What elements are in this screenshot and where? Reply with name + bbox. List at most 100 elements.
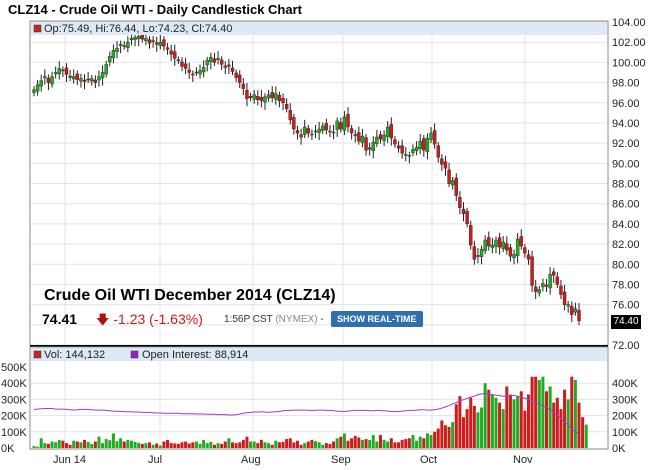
volume-y-axis-left: 500K 400K 300K 200K 100K 0K [1, 362, 27, 455]
volume-bar [397, 442, 401, 448]
volume-bar [133, 441, 137, 448]
candle-body [162, 39, 166, 47]
volume-bar [339, 436, 343, 448]
candle-body [400, 145, 404, 154]
volume-bar [462, 417, 466, 448]
candle-body [555, 276, 560, 285]
volume-bar [371, 435, 375, 448]
price-tick-label: 80.00 [612, 259, 640, 271]
volume-bar [83, 439, 87, 448]
volume-bar [285, 439, 289, 448]
volume-tick-label-right: 300K [612, 394, 638, 406]
candle-body [259, 96, 264, 101]
quote-separator: - [320, 314, 324, 325]
oi-legend-swatch [130, 350, 139, 359]
candle-body [450, 180, 455, 186]
candle-body [238, 74, 242, 83]
candle-body [274, 93, 278, 100]
candle-body [144, 37, 148, 41]
candle-body [299, 134, 303, 138]
volume-bar [490, 394, 494, 448]
candle-body [288, 110, 292, 121]
candle-body [100, 72, 105, 79]
candle-body [559, 285, 563, 295]
candle-body [465, 211, 469, 225]
candle-body [490, 244, 495, 248]
volume-bar [46, 443, 50, 448]
volume-bar [324, 443, 328, 448]
volume-bar [54, 442, 58, 448]
volume-bar [407, 438, 411, 448]
ohlc-legend-label: Op:75.49, Hi:76.44, Lo:74.23, Cl:74.40 [44, 23, 232, 35]
candle-body [248, 95, 253, 98]
candle-body [331, 131, 336, 134]
oi-legend-label: Open Interest: 88,914 [142, 349, 248, 361]
candle-body [573, 308, 578, 313]
candle-body [227, 64, 231, 67]
volume-bar [454, 404, 458, 448]
volume-bar [267, 443, 271, 448]
candle-body [50, 76, 54, 85]
candle-body [241, 83, 246, 89]
price-tick-label: 72.00 [612, 340, 640, 352]
x-tick-label: Aug [241, 454, 261, 466]
volume-bar [184, 441, 188, 448]
candle-body [321, 125, 325, 131]
volume-bar [166, 439, 170, 448]
volume-bar [32, 446, 36, 448]
candle-body [104, 64, 108, 75]
candle-body [35, 84, 40, 92]
candle-body [191, 73, 195, 76]
price-tick-label: 104.00 [612, 17, 646, 29]
quote-title: Crude Oil WTI December 2014 (CLZ14) [44, 287, 336, 304]
volume-bar [274, 440, 278, 448]
volume-bar [577, 402, 581, 448]
price-tick-label: 78.00 [612, 279, 640, 291]
volume-bar [476, 412, 480, 448]
candle-body [349, 128, 354, 134]
candle-body [476, 254, 480, 257]
last-price-tag: 74.40 [611, 315, 641, 329]
volume-bar [523, 410, 527, 448]
candle-body [432, 130, 437, 145]
volume-bar [537, 379, 541, 448]
volume-bar [75, 441, 79, 448]
volume-bar [440, 420, 444, 448]
volume-tick-label-left: 100K [1, 427, 27, 439]
candle-body [313, 130, 318, 133]
candle-body [97, 76, 101, 81]
candle-body [245, 89, 249, 99]
volume-bar [303, 443, 307, 448]
volume-bar [90, 443, 94, 448]
candle-body [487, 237, 491, 247]
candle-body [515, 238, 520, 256]
volume-bar [519, 391, 523, 448]
show-real-time-button[interactable]: SHOW REAL-TIME [331, 311, 423, 327]
volume-bar [548, 386, 552, 448]
volume-bar [86, 441, 90, 448]
candle-body [541, 283, 545, 288]
candle-body [339, 122, 343, 130]
volume-bar [321, 444, 325, 448]
volume-bar [400, 439, 404, 448]
volume-bar [512, 399, 516, 448]
price-tick-label: 86.00 [612, 199, 640, 211]
candle-body [183, 63, 188, 69]
candle-body [443, 161, 448, 169]
candle-body [425, 137, 430, 152]
volume-bar [50, 441, 54, 448]
volume-bar [314, 441, 318, 448]
price-tick-label: 90.00 [612, 158, 640, 170]
volume-bar [346, 440, 350, 448]
volume-bar [534, 376, 538, 448]
candle-body [216, 58, 220, 61]
candle-body [252, 94, 256, 100]
candle-body [32, 89, 36, 93]
volume-bar [425, 433, 429, 448]
candle-body [367, 147, 372, 150]
candle-body [284, 104, 289, 110]
volume-bar [227, 438, 231, 448]
candle-body [147, 39, 152, 44]
candle-body [454, 177, 458, 196]
volume-bar [555, 397, 559, 448]
